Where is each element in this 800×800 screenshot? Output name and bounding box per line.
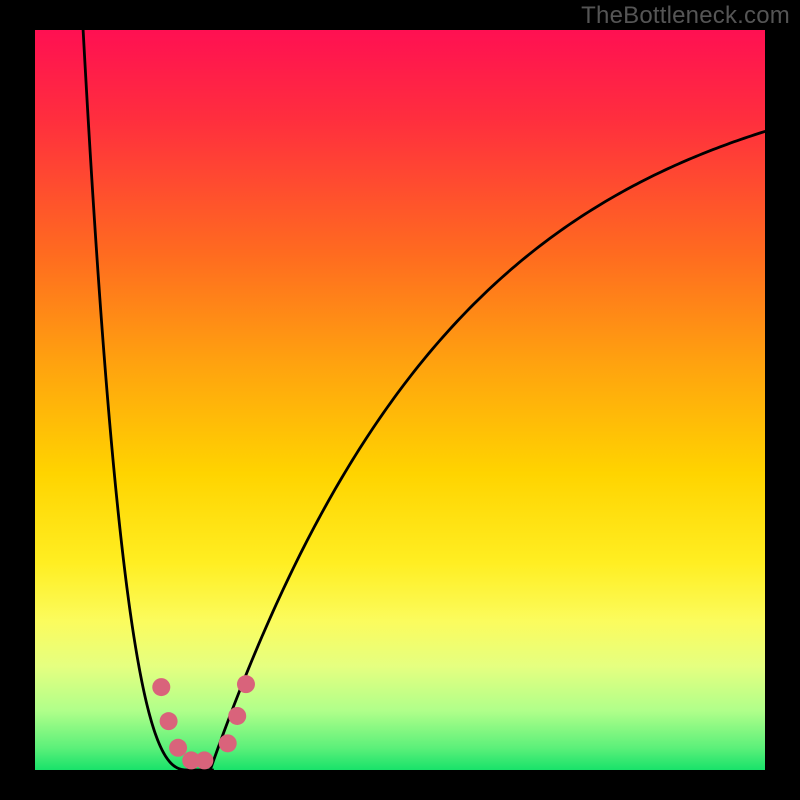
plot-area <box>35 30 765 770</box>
bottleneck-chart-svg <box>0 0 800 800</box>
marker-dot <box>195 751 213 769</box>
marker-dot <box>219 734 237 752</box>
marker-dot <box>169 739 187 757</box>
chart-root: TheBottleneck.com <box>0 0 800 800</box>
marker-dot <box>237 675 255 693</box>
marker-dot <box>160 712 178 730</box>
marker-dot <box>152 678 170 696</box>
marker-dot <box>228 707 246 725</box>
